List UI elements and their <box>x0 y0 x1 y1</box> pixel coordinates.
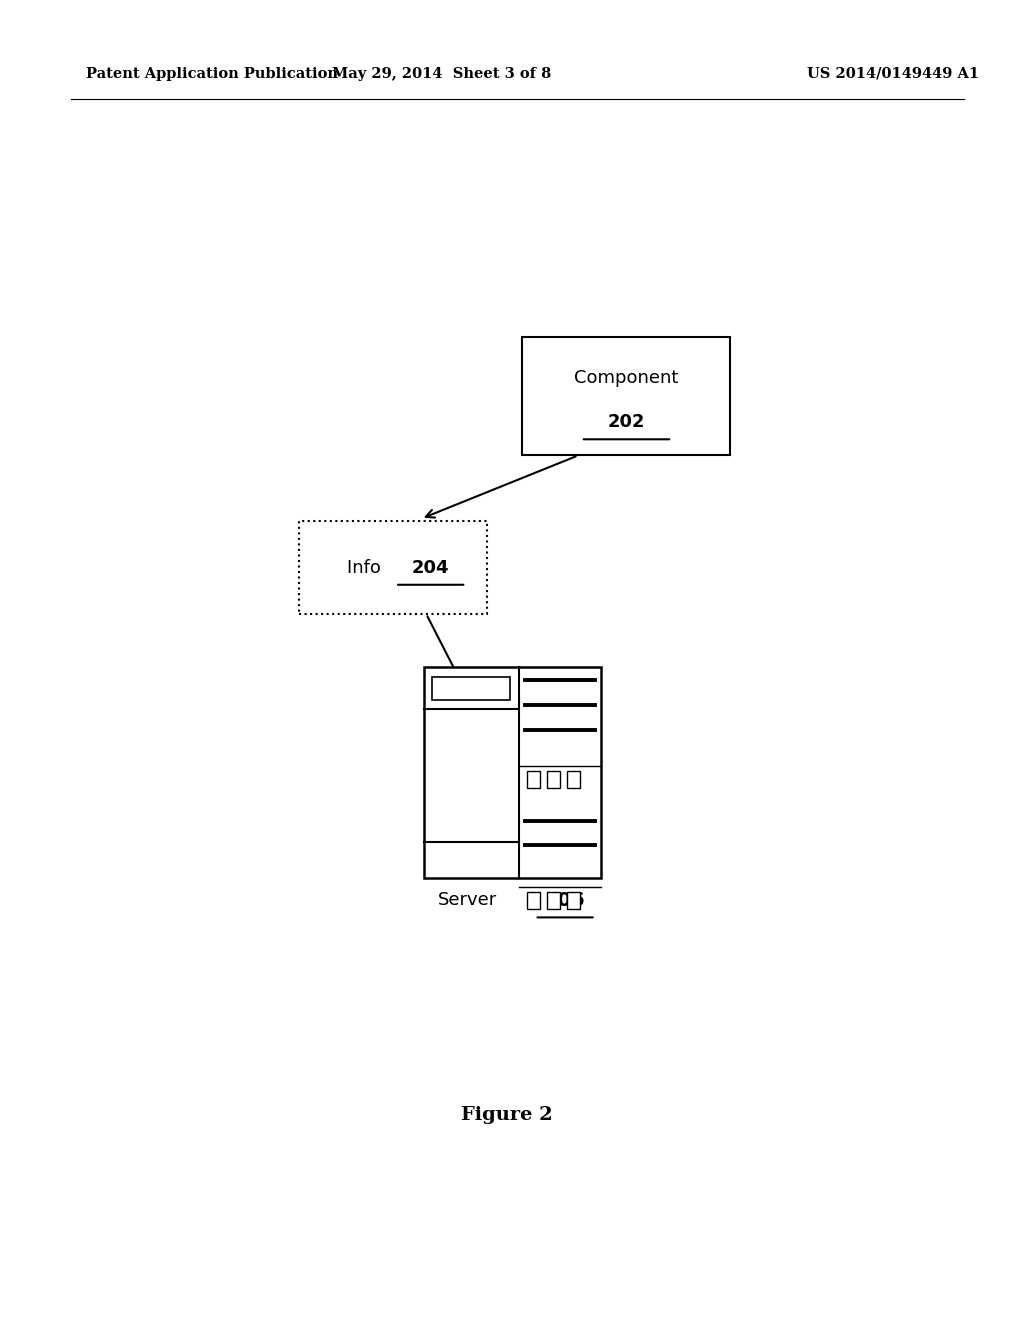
Text: 106: 106 <box>545 891 586 909</box>
Bar <box>547 892 560 909</box>
Bar <box>567 771 581 788</box>
Text: May 29, 2014  Sheet 3 of 8: May 29, 2014 Sheet 3 of 8 <box>332 67 551 81</box>
Bar <box>522 337 730 455</box>
Text: 204: 204 <box>412 558 450 577</box>
Bar <box>567 892 581 909</box>
Bar <box>526 771 540 788</box>
Bar <box>432 677 510 701</box>
Text: Component: Component <box>574 370 679 387</box>
Bar <box>526 892 540 909</box>
Bar <box>547 771 560 788</box>
Text: US 2014/0149449 A1: US 2014/0149449 A1 <box>807 67 979 81</box>
Bar <box>299 521 487 614</box>
Text: 202: 202 <box>607 413 645 432</box>
Text: Server: Server <box>438 891 497 909</box>
Bar <box>424 667 601 878</box>
Text: Patent Application Publication: Patent Application Publication <box>86 67 338 81</box>
Text: Info: Info <box>347 558 387 577</box>
Text: Figure 2: Figure 2 <box>462 1106 553 1125</box>
